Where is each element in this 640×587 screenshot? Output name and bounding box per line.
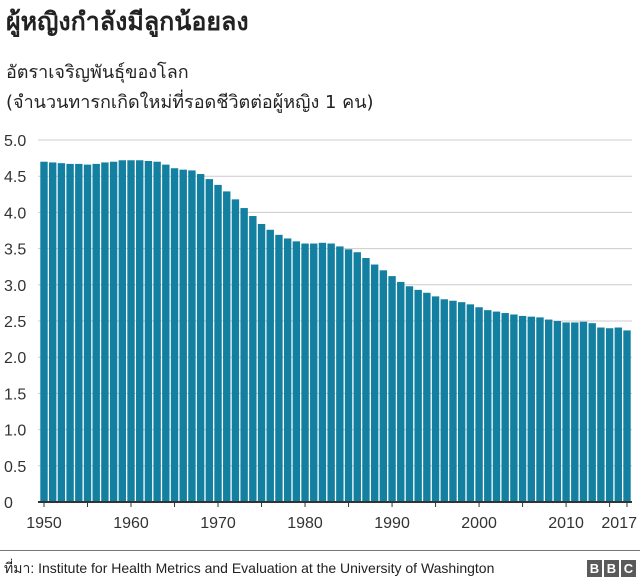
x-tick-label: 2000 — [461, 515, 497, 532]
bar — [379, 270, 388, 502]
bar — [318, 242, 327, 503]
bar — [370, 264, 379, 502]
bar — [579, 321, 588, 502]
y-tick-label: 0.5 — [4, 459, 26, 476]
bar — [310, 243, 318, 503]
bar — [66, 163, 74, 502]
footer-divider — [0, 550, 640, 551]
bar — [475, 307, 483, 502]
bar — [623, 330, 631, 502]
y-tick-label: 1.0 — [4, 423, 26, 440]
bar — [405, 286, 414, 502]
bar — [536, 317, 544, 502]
bar — [466, 304, 475, 502]
y-tick-label: 4.5 — [4, 169, 26, 186]
bar — [492, 311, 501, 502]
bar — [283, 238, 292, 503]
bar — [144, 160, 153, 502]
bar — [162, 164, 170, 502]
bar — [440, 299, 448, 502]
bar — [118, 160, 127, 502]
bar — [179, 169, 187, 502]
logo-letter: C — [621, 560, 636, 577]
bar — [484, 310, 492, 502]
bar — [136, 160, 144, 502]
y-tick-label: 3.0 — [4, 278, 26, 295]
bar — [588, 323, 596, 502]
bar — [562, 322, 570, 502]
bar — [57, 163, 66, 502]
logo-letter: B — [604, 560, 619, 577]
chart-title: ผู้หญิงกำลังมีลูกน้อยลง — [6, 7, 249, 36]
bar — [353, 252, 361, 502]
logo-letter: B — [587, 560, 602, 577]
y-tick-label: 3.5 — [4, 242, 26, 259]
x-tick-label: 2010 — [548, 515, 584, 532]
bar — [423, 292, 431, 502]
y-tick-label: 2.0 — [4, 350, 26, 367]
bar — [75, 163, 83, 502]
bar — [501, 313, 509, 502]
y-tick-label: 2.5 — [4, 314, 26, 331]
bar — [127, 160, 135, 502]
bar — [614, 327, 622, 502]
bar — [605, 328, 614, 502]
bar — [275, 234, 283, 502]
bar — [188, 170, 196, 502]
bar — [49, 162, 57, 502]
y-tick-label: 4.0 — [4, 205, 26, 222]
bar — [292, 241, 301, 503]
x-tick-label: 2017 — [601, 515, 637, 532]
y-tick-label: 0 — [4, 495, 13, 512]
bar — [457, 302, 466, 502]
x-tick-label: 1960 — [113, 515, 149, 532]
x-tick-label: 1980 — [287, 515, 323, 532]
bar — [92, 163, 100, 502]
bar — [336, 246, 344, 502]
bar — [362, 258, 370, 502]
subtitle-line: (จำนวนทารกเกิดใหม่ที่รอดชีวิตต่อผู้หญิง … — [6, 92, 374, 113]
y-tick-label: 5.0 — [4, 133, 26, 150]
bar — [518, 315, 527, 502]
bar — [266, 229, 274, 502]
bar — [571, 322, 579, 502]
bar — [597, 327, 605, 502]
bar — [231, 199, 240, 503]
bar — [397, 281, 405, 502]
bar — [257, 223, 266, 502]
bar — [301, 243, 309, 503]
bar — [109, 161, 118, 502]
x-tick-label: 1990 — [374, 515, 410, 532]
x-tick-label: 1970 — [200, 515, 236, 532]
bar — [223, 191, 231, 503]
bar — [431, 296, 440, 502]
bar — [327, 243, 335, 503]
bar — [240, 208, 248, 502]
subtitle-line: อัตราเจริญพันธุ์ของโลก — [6, 62, 189, 83]
bar — [196, 174, 205, 502]
bar — [153, 161, 161, 502]
bar — [344, 249, 353, 502]
bar — [388, 276, 396, 502]
bar — [205, 179, 214, 502]
bar — [414, 289, 422, 502]
source-note: ที่มา: Institute for Health Metrics and … — [4, 560, 495, 576]
bar — [101, 162, 109, 502]
bar — [170, 168, 179, 502]
bar — [553, 321, 562, 502]
y-tick-label: 1.5 — [4, 386, 26, 403]
x-tick-label: 1950 — [26, 515, 62, 532]
bar — [249, 216, 257, 502]
bar — [214, 184, 222, 502]
bar — [544, 319, 553, 502]
bar — [527, 316, 535, 502]
bar — [449, 300, 457, 502]
bar — [83, 164, 92, 502]
bar — [40, 161, 48, 502]
bar — [510, 314, 518, 502]
chart-subtitle: อัตราเจริญพันธุ์ของโลก (จำนวนทารกเกิดใหม… — [6, 58, 374, 118]
